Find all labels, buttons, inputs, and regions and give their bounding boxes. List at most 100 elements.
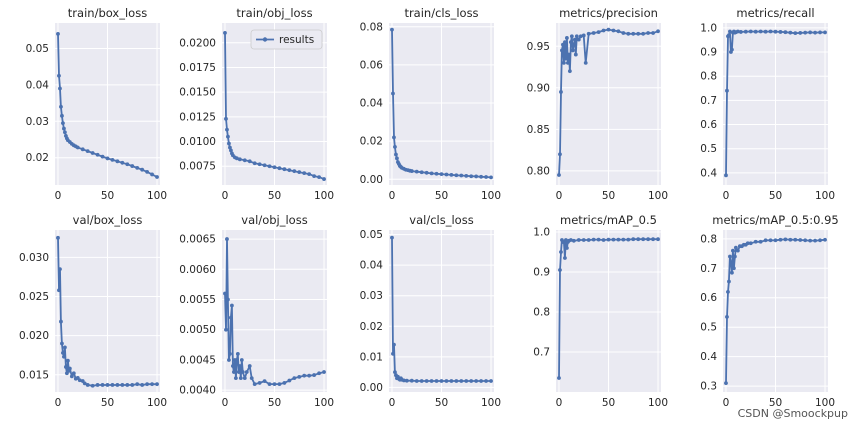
data-point	[601, 238, 606, 242]
data-point	[758, 29, 763, 34]
y-tick-label: 0.0075	[179, 161, 216, 173]
subplot-1: 0.02 0.03 0.04 0.05 0 50 100 train/box_loss	[26, 6, 167, 202]
data-point	[818, 238, 822, 243]
y-tick-label: 0.0150	[179, 87, 216, 99]
data-point	[115, 159, 120, 164]
data-point	[728, 29, 732, 34]
data-point	[646, 31, 651, 35]
x-tick-label: 50	[101, 397, 114, 409]
subplot-10: 0.3 0.4 0.5 0.6 0.7 0.8 0 50 100 metrics/mAP_0.5:…	[700, 213, 838, 409]
data-point	[581, 238, 586, 242]
data-point	[484, 379, 488, 383]
data-point	[135, 165, 140, 170]
data-point	[282, 167, 287, 172]
data-point	[226, 297, 230, 302]
data-point	[100, 154, 105, 159]
y-tick-label: 0.03	[360, 290, 383, 302]
data-point	[85, 383, 90, 387]
data-point	[317, 371, 321, 376]
x-tick-label: 0	[55, 190, 62, 202]
data-point	[419, 170, 424, 175]
data-point	[237, 157, 242, 162]
data-point	[745, 241, 750, 246]
data-point	[58, 267, 62, 272]
subplot-title: val/obj_loss	[241, 213, 307, 227]
y-tick-label: 0.05	[26, 43, 49, 55]
data-point	[558, 152, 562, 157]
data-point	[69, 374, 74, 379]
x-tick-label: 100	[815, 397, 835, 409]
data-point	[252, 161, 257, 166]
data-point	[571, 42, 576, 47]
data-point	[724, 381, 728, 386]
data-point	[234, 156, 239, 161]
y-tick-label: 0.08	[360, 21, 383, 33]
data-point	[307, 172, 312, 177]
data-point	[140, 383, 145, 387]
y-tick-label: 0.04	[26, 79, 50, 91]
data-point	[474, 174, 479, 179]
data-point	[105, 156, 110, 161]
data-point	[60, 341, 64, 346]
data-point	[616, 237, 621, 242]
data-point	[560, 48, 564, 53]
y-tick-label: 0.9	[700, 47, 717, 59]
y-tick-label: 1.0	[533, 227, 550, 239]
x-tick-label: 50	[101, 190, 114, 202]
data-point	[71, 371, 76, 376]
subplot-9: 0.7 0.8 0.9 1.0 0 50 100 metrics/mAP_0.5	[533, 213, 668, 409]
subplot-title: metrics/mAP_0.5:0.95	[712, 213, 838, 227]
data-point	[230, 364, 235, 368]
data-point	[558, 268, 562, 272]
data-point	[454, 173, 459, 178]
data-point	[225, 127, 229, 132]
data-point	[395, 156, 399, 161]
data-point	[793, 31, 798, 36]
data-point	[390, 27, 394, 32]
y-tick-label: 0.0040	[179, 385, 216, 397]
data-point	[120, 160, 125, 165]
legend-box	[250, 29, 323, 50]
data-point	[596, 237, 601, 242]
data-point	[229, 315, 233, 320]
data-point	[788, 237, 793, 242]
data-point	[596, 30, 601, 35]
data-point	[798, 238, 803, 242]
data-point	[725, 314, 729, 319]
data-point	[578, 34, 583, 39]
y-tick-label: 0.9	[533, 267, 550, 279]
data-point	[808, 238, 813, 243]
data-point	[726, 289, 730, 294]
data-point	[434, 171, 439, 176]
x-tick-label: 100	[314, 190, 334, 202]
y-tick-label: 0.0065	[179, 234, 216, 246]
y-tick-label: 0.80	[527, 165, 550, 177]
y-tick-label: 0.02	[26, 152, 49, 164]
data-point	[90, 383, 95, 388]
data-point	[581, 33, 586, 38]
data-point	[727, 279, 731, 284]
data-point	[738, 30, 743, 34]
data-point	[576, 37, 581, 42]
data-point	[651, 237, 655, 242]
data-point	[409, 378, 414, 383]
x-tick-label: 100	[481, 397, 501, 409]
y-tick-label: 0.025	[19, 291, 49, 303]
data-point	[429, 171, 434, 176]
y-tick-label: 0.8	[700, 71, 717, 83]
data-point	[641, 237, 646, 242]
data-point	[570, 48, 575, 53]
data-point	[474, 379, 479, 383]
y-tick-label: 0.01	[360, 351, 383, 363]
data-point	[120, 383, 125, 387]
data-point	[479, 379, 484, 383]
data-point	[449, 379, 454, 383]
data-point	[611, 237, 616, 242]
data-point	[735, 248, 740, 253]
data-point	[223, 291, 227, 296]
data-point	[730, 47, 734, 52]
data-point	[61, 350, 65, 355]
x-tick-label: 100	[147, 397, 167, 409]
data-point	[242, 158, 247, 163]
data-point	[763, 29, 768, 34]
